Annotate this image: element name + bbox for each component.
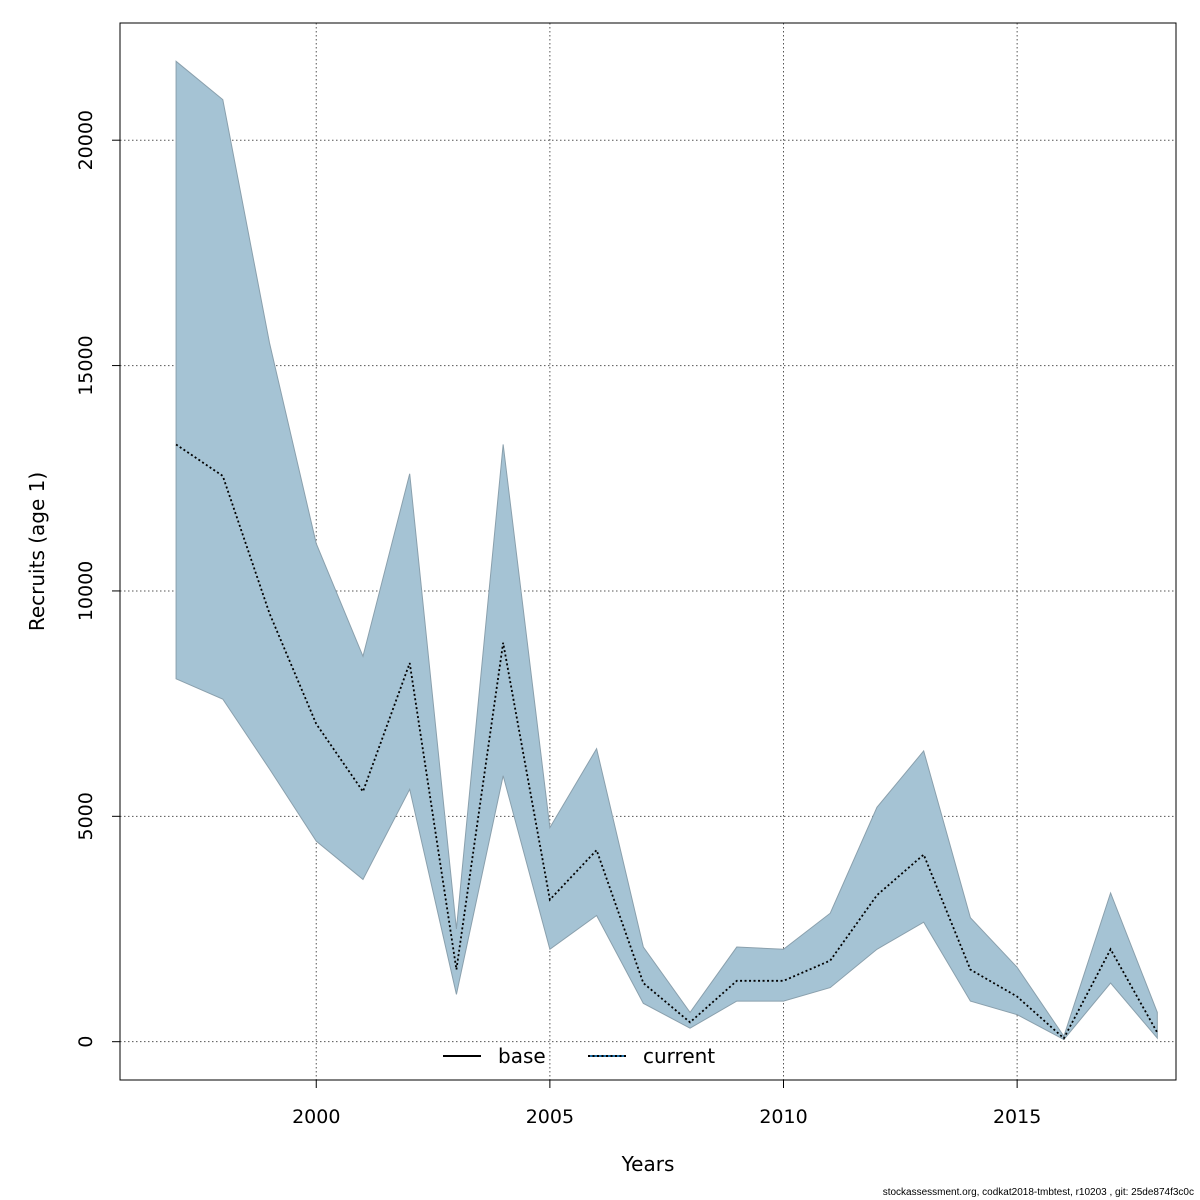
confidence-band: [175, 60, 1158, 1041]
y-tick-label-0: 0: [75, 1036, 97, 1048]
plot-frame: [119, 22, 1177, 1081]
legend: base current: [443, 1044, 715, 1068]
y-tick-label-10000: 10000: [75, 561, 97, 621]
x-axis-label: Years: [621, 1152, 675, 1176]
x-tick-label-2015: 2015: [993, 1106, 1041, 1128]
legend-label-current: current: [643, 1044, 715, 1068]
y-axis: 0 5000 10000 15000 20000: [75, 110, 120, 1048]
x-axis: 2000 2005 2010 2015: [292, 1080, 1041, 1128]
y-tick-label-5000: 5000: [75, 792, 97, 840]
legend-label-base: base: [498, 1044, 546, 1068]
y-axis-label: Recruits (age 1): [25, 472, 49, 631]
x-tick-label-2010: 2010: [759, 1106, 807, 1128]
series-line-current: [175, 443, 1159, 1040]
x-tick-label-2005: 2005: [526, 1106, 574, 1128]
y-tick-label-20000: 20000: [75, 110, 97, 170]
y-tick-label-15000: 15000: [75, 335, 97, 395]
footer-note: stockassessment.org, codkat2018-tmbtest,…: [882, 1187, 1194, 1198]
x-tick-label-2000: 2000: [292, 1106, 340, 1128]
